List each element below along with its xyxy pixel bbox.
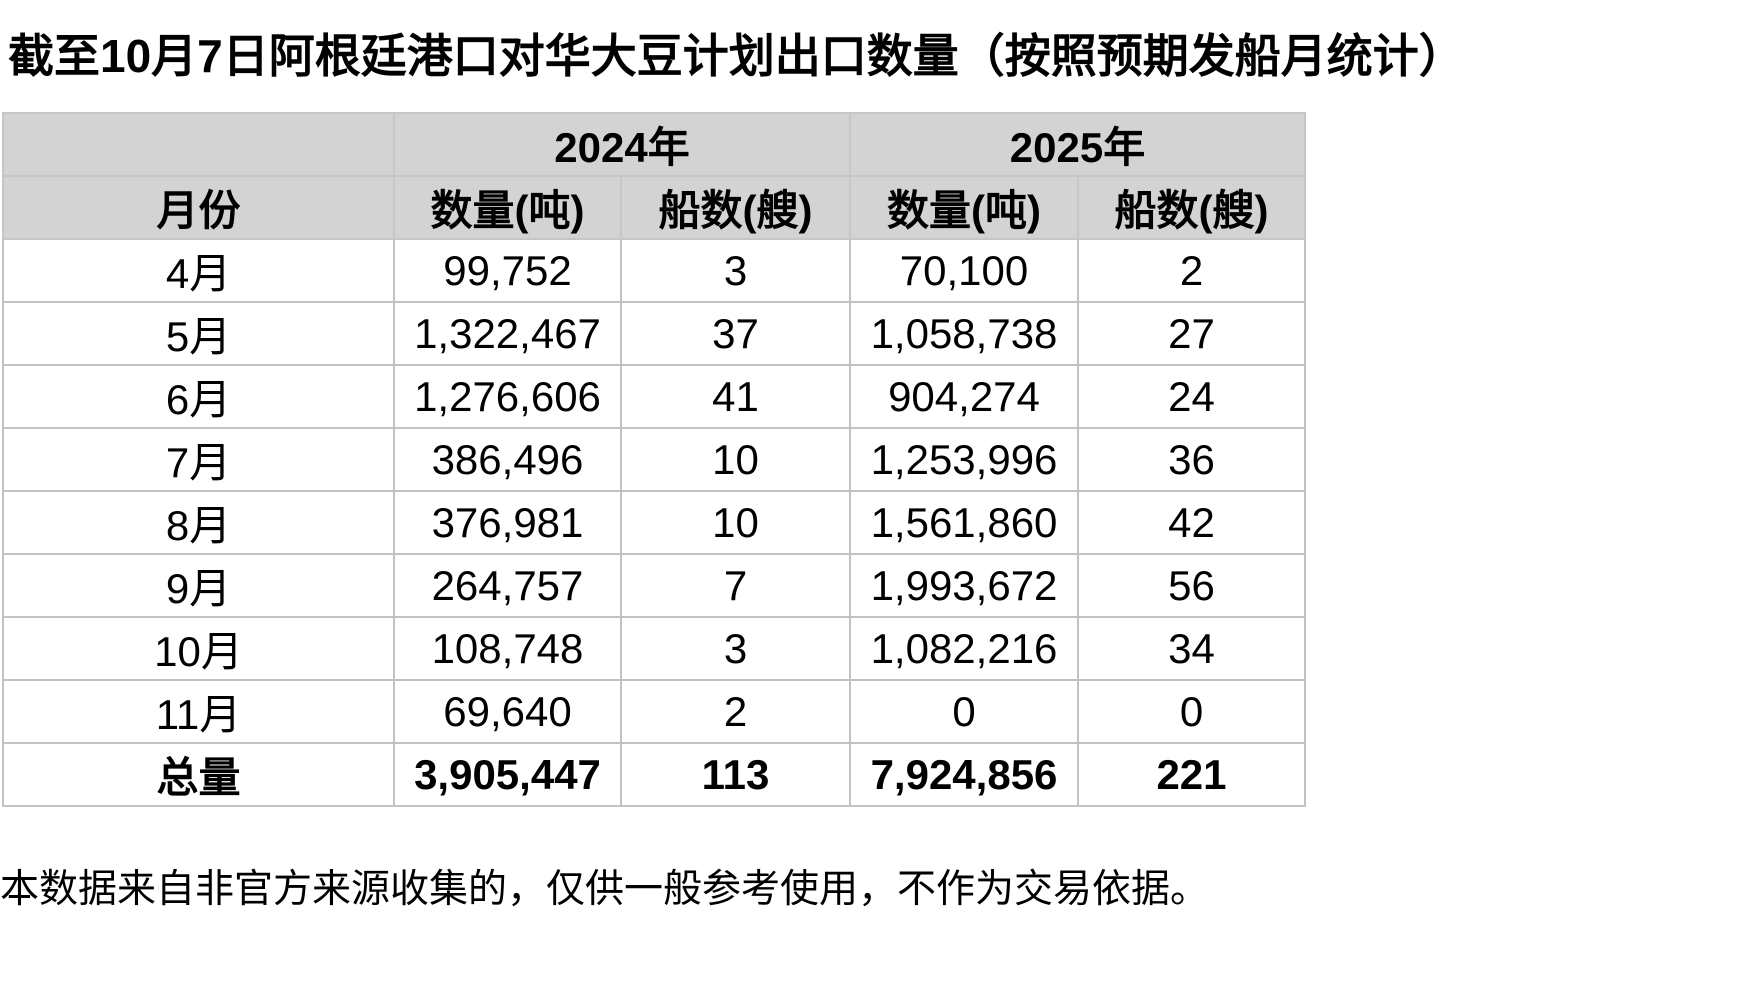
ships-2024-cell: 10 <box>620 490 851 555</box>
ships-2025-cell: 34 <box>1077 616 1306 681</box>
table-row: 6月 1,276,606 41 904,274 24 <box>2 364 1306 429</box>
qty-2024-cell: 108,748 <box>393 616 622 681</box>
column-header-row: 月份 数量(吨) 船数(艘) 数量(吨) 船数(艘) <box>2 175 1306 240</box>
ships-2025-cell: 36 <box>1077 427 1306 492</box>
year-header-row: 2024年 2025年 <box>2 112 1306 177</box>
table-row: 4月 99,752 3 70,100 2 <box>2 238 1306 303</box>
ships-2024-cell: 3 <box>620 238 851 303</box>
month-cell: 10月 <box>2 616 395 681</box>
disclaimer-note: 本数据来自非官方来源收集的，仅供一般参考使用，不作为交易依据。 <box>0 868 1210 911</box>
qty-2025-cell: 0 <box>849 679 1079 744</box>
total-ships-2025-cell: 221 <box>1077 742 1306 807</box>
month-cell: 8月 <box>2 490 395 555</box>
table-row: 7月 386,496 10 1,253,996 36 <box>2 427 1306 492</box>
ships-2025-cell: 42 <box>1077 490 1306 555</box>
qty-2024-cell: 99,752 <box>393 238 622 303</box>
month-cell: 7月 <box>2 427 395 492</box>
ships-2024-cell: 41 <box>620 364 851 429</box>
month-cell: 6月 <box>2 364 395 429</box>
total-qty-2024-cell: 3,905,447 <box>393 742 622 807</box>
year-2024-header: 2024年 <box>393 112 851 177</box>
total-label-cell: 总量 <box>2 742 395 807</box>
qty-2024-cell: 386,496 <box>393 427 622 492</box>
ships-2025-cell: 2 <box>1077 238 1306 303</box>
ships-2024-cell: 10 <box>620 427 851 492</box>
table-row: 10月 108,748 3 1,082,216 34 <box>2 616 1306 681</box>
qty-2025-column-header: 数量(吨) <box>849 175 1079 240</box>
total-qty-2025-cell: 7,924,856 <box>849 742 1079 807</box>
month-column-header: 月份 <box>2 175 395 240</box>
qty-2024-cell: 1,276,606 <box>393 364 622 429</box>
month-cell: 9月 <box>2 553 395 618</box>
qty-2024-cell: 69,640 <box>393 679 622 744</box>
qty-2025-cell: 70,100 <box>849 238 1079 303</box>
total-row: 总量 3,905,447 113 7,924,856 221 <box>2 742 1306 807</box>
qty-2025-cell: 1,993,672 <box>849 553 1079 618</box>
year-2025-header: 2025年 <box>849 112 1306 177</box>
month-cell: 5月 <box>2 301 395 366</box>
ships-2025-cell: 27 <box>1077 301 1306 366</box>
ships-2025-cell: 24 <box>1077 364 1306 429</box>
ships-2024-column-header: 船数(艘) <box>620 175 851 240</box>
export-table: 2024年 2025年 月份 数量(吨) 船数(艘) 数量(吨) 船数(艘) 4… <box>2 112 1306 807</box>
table-row: 9月 264,757 7 1,993,672 56 <box>2 553 1306 618</box>
month-cell: 4月 <box>2 238 395 303</box>
page-title: 截至10月7日阿根廷港口对华大豆计划出口数量（按照预期发船月统计） <box>8 30 1465 82</box>
total-ships-2024-cell: 113 <box>620 742 851 807</box>
qty-2025-cell: 1,253,996 <box>849 427 1079 492</box>
ships-2024-cell: 3 <box>620 616 851 681</box>
qty-2025-cell: 1,561,860 <box>849 490 1079 555</box>
ships-2024-cell: 37 <box>620 301 851 366</box>
qty-2024-column-header: 数量(吨) <box>393 175 622 240</box>
table-row: 5月 1,322,467 37 1,058,738 27 <box>2 301 1306 366</box>
qty-2025-cell: 1,058,738 <box>849 301 1079 366</box>
qty-2024-cell: 376,981 <box>393 490 622 555</box>
ships-2024-cell: 2 <box>620 679 851 744</box>
corner-blank-cell <box>2 112 395 177</box>
table-row: 8月 376,981 10 1,561,860 42 <box>2 490 1306 555</box>
table-row: 11月 69,640 2 0 0 <box>2 679 1306 744</box>
qty-2024-cell: 1,322,467 <box>393 301 622 366</box>
qty-2025-cell: 904,274 <box>849 364 1079 429</box>
ships-2025-cell: 0 <box>1077 679 1306 744</box>
qty-2025-cell: 1,082,216 <box>849 616 1079 681</box>
ships-2025-column-header: 船数(艘) <box>1077 175 1306 240</box>
ships-2024-cell: 7 <box>620 553 851 618</box>
ships-2025-cell: 56 <box>1077 553 1306 618</box>
qty-2024-cell: 264,757 <box>393 553 622 618</box>
month-cell: 11月 <box>2 679 395 744</box>
